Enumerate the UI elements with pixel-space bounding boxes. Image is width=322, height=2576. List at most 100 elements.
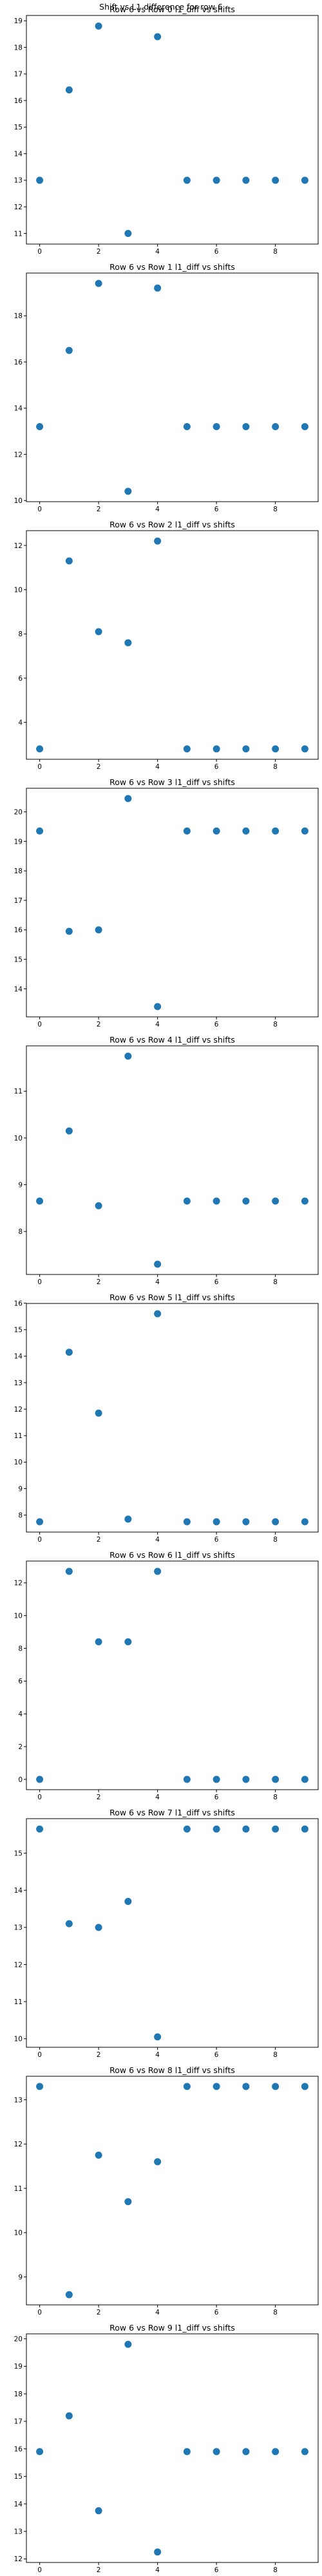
subplot-title: Row 6 vs Row 8 l1_diff vs shifts [109,2065,235,2075]
data-point [183,1825,191,1833]
y-tick-label: 15 [14,1327,23,1334]
subplot-title: Row 6 vs Row 4 l1_diff vs shifts [109,1035,235,1045]
data-point [301,2083,308,2090]
data-point [95,628,102,636]
data-point [242,1518,250,1526]
x-tick-label: 8 [273,2051,278,2059]
x-tick-label: 2 [97,1536,101,1544]
subplot-grid: Row 6 vs Row 0 l1_diff vs shifts 0 2 4 6 8 11 1… [14,5,319,2574]
x-tick-label: 6 [214,1794,219,1801]
subplot-title: Row 6 vs Row 7 l1_diff vs shifts [109,1808,235,1817]
data-point [65,557,73,565]
y-tick-label: 10 [14,2036,23,2043]
x-tick-label: 0 [37,2566,42,2574]
x-tick-label: 4 [155,1021,160,1028]
x-tick-label: 6 [214,763,219,771]
y-tick-label: 17 [14,2418,23,2426]
x-tick-label: 2 [97,1794,101,1801]
y-tick-label: 10 [14,1135,23,1142]
x-tick-label: 4 [155,1278,160,1286]
subplot-title: Row 6 vs Row 9 l1_diff vs shifts [109,2323,235,2333]
x-tick-label: 8 [273,2566,278,2574]
subplot-6: Row 6 vs Row 6 l1_diff vs shifts 0 2 4 6 8 0 2 4… [14,1550,319,1801]
y-tick-label: 14 [14,985,23,993]
y-tick-label: 19 [14,838,23,846]
x-tick-label: 4 [155,2051,160,2059]
data-point [272,2448,279,2456]
y-tick-label: 10 [14,1459,23,1466]
data-point [36,422,44,430]
data-point [242,1776,250,1783]
data-point [272,1825,279,1833]
y-tick-label: 13 [14,177,23,185]
data-point [183,745,191,753]
data-point [65,2291,73,2298]
data-point [65,346,73,354]
x-tick-label: 8 [273,506,278,513]
y-tick-label: 12 [14,1961,23,1969]
y-tick-label: 15 [14,956,23,963]
data-point [65,1567,73,1575]
data-point [124,488,132,495]
y-tick-label: 11 [14,1998,23,2006]
data-point [213,1825,220,1833]
data-point [301,745,308,753]
x-tick-label: 4 [155,2566,160,2574]
y-tick-label: 17 [14,71,23,79]
plot-frame [26,1303,319,1533]
plot-frame [26,2333,319,2563]
data-point [213,1776,220,1783]
x-tick-label: 8 [273,2309,278,2316]
subplot-title: Row 6 vs Row 2 l1_diff vs shifts [109,520,235,529]
subplot-title: Row 6 vs Row 5 l1_diff vs shifts [109,1293,235,1302]
data-point [95,23,102,30]
subplot-0: Row 6 vs Row 0 l1_diff vs shifts 0 2 4 6 8 11 1… [14,5,319,256]
data-point [95,1409,102,1417]
data-point [301,422,308,430]
x-tick-label: 2 [97,248,101,256]
x-tick-label: 6 [214,1536,219,1544]
data-point [65,1349,73,1356]
subplot-1: Row 6 vs Row 1 l1_diff vs shifts 0 2 4 6 8 10 1… [14,262,319,513]
subplot-title: Row 6 vs Row 0 l1_diff vs shifts [109,5,235,14]
data-point [154,2158,162,2166]
y-tick-label: 15 [14,124,23,131]
subplot-9: Row 6 vs Row 9 l1_diff vs shifts 0 2 4 6 8 12 1… [14,2323,319,2574]
plot-frame [26,530,319,760]
x-tick-label: 2 [97,2566,101,2574]
y-tick-label: 11 [14,1088,23,1095]
data-point [154,1567,162,1575]
y-tick-label: 10 [14,497,23,505]
x-tick-label: 4 [155,1536,160,1544]
y-tick-label: 12 [14,542,23,550]
subplot-3: Row 6 vs Row 3 l1_diff vs shifts 0 2 4 6 8 14 1… [14,777,319,1028]
data-point [183,1776,191,1783]
data-point [36,176,44,184]
subplot-5: Row 6 vs Row 5 l1_diff vs shifts 0 2 4 6 8 8 9 1… [14,1293,319,1544]
data-point [183,827,191,835]
data-point [213,1518,220,1526]
x-tick-label: 8 [273,1278,278,1286]
data-point [36,2083,44,2090]
subplot-4: Row 6 vs Row 4 l1_diff vs shifts 0 2 4 6 8 8 9 1… [14,1035,319,1286]
x-tick-label: 0 [37,506,42,513]
y-tick-label: 9 [18,1181,23,1189]
x-tick-label: 2 [97,2309,101,2316]
data-point [301,176,308,184]
y-tick-label: 12 [14,2141,23,2148]
data-point [183,2083,191,2090]
y-tick-label: 13 [14,2096,23,2104]
data-point [124,639,132,647]
plot-frame [26,1560,319,1790]
data-point [213,1197,220,1205]
data-point [301,827,308,835]
data-point [154,537,162,545]
data-point [95,2151,102,2159]
y-tick-label: 13 [14,2528,23,2536]
y-tick-label: 11 [14,230,23,238]
y-tick-label: 19 [14,17,23,25]
data-point [95,2507,102,2515]
y-tick-label: 8 [18,1511,23,1519]
data-point [154,33,162,41]
